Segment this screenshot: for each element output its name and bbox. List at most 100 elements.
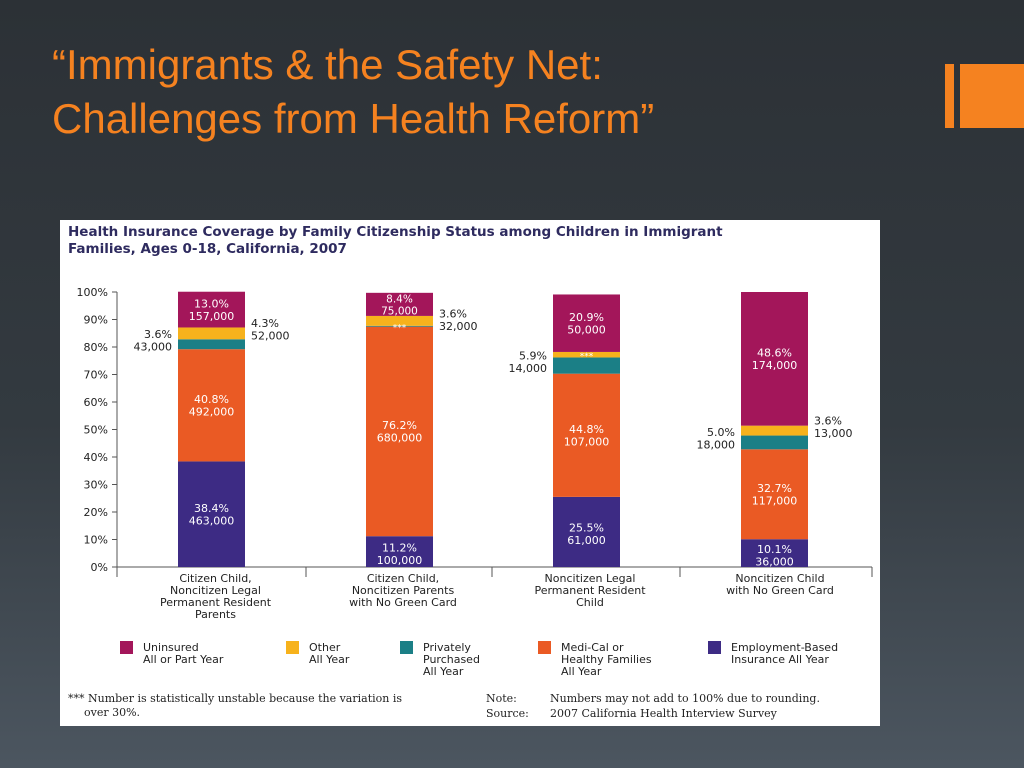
source-text: 2007 California Health Interview Survey bbox=[550, 707, 778, 720]
footnote-line-1: *** Number is statistically unstable bec… bbox=[68, 692, 402, 705]
data-label: 4.3% bbox=[251, 317, 279, 330]
bar-segment bbox=[366, 536, 433, 567]
data-label: 5.0% bbox=[707, 426, 735, 439]
footnote-line-2: over 30%. bbox=[84, 706, 140, 719]
bar-segment bbox=[741, 435, 808, 450]
bar-segment bbox=[178, 349, 245, 462]
y-tick-label: 30% bbox=[84, 479, 108, 492]
bar-segment bbox=[553, 373, 620, 497]
category-label: Permanent Resident bbox=[160, 596, 272, 609]
data-label: 11.2% bbox=[382, 541, 417, 554]
data-label: 100,000 bbox=[377, 554, 423, 567]
bar-segment bbox=[741, 539, 808, 567]
data-label: 61,000 bbox=[567, 534, 606, 547]
bar-segment bbox=[178, 461, 245, 567]
data-label: 76.2% bbox=[382, 419, 417, 432]
bars bbox=[178, 291, 808, 567]
legend-swatch bbox=[708, 641, 721, 654]
bar-segment bbox=[553, 357, 620, 374]
data-label: 10.1% bbox=[757, 543, 792, 556]
bar-segment bbox=[178, 291, 245, 328]
legend-label: Employment-Based bbox=[731, 641, 838, 654]
data-label: *** bbox=[393, 323, 407, 333]
data-label: 107,000 bbox=[564, 435, 610, 448]
category-label: Noncitizen Child bbox=[735, 572, 824, 585]
y-tick-label: 10% bbox=[84, 534, 108, 547]
legend-swatch bbox=[538, 641, 551, 654]
data-label: 463,000 bbox=[189, 514, 235, 527]
slide-title: “Immigrants & the Safety Net: Challenges… bbox=[52, 38, 912, 146]
category-label: Child bbox=[576, 596, 604, 609]
data-label: 36,000 bbox=[755, 555, 794, 568]
decorative-accent-bar bbox=[945, 64, 954, 128]
legend-swatch bbox=[400, 641, 413, 654]
y-tick-label: 40% bbox=[84, 451, 108, 464]
y-tick-label: 20% bbox=[84, 506, 108, 519]
data-label: 52,000 bbox=[251, 330, 290, 343]
bar-segment bbox=[741, 292, 808, 426]
data-label: 8.4% bbox=[386, 294, 413, 306]
y-tick-label: 90% bbox=[84, 314, 108, 327]
data-label: 3.6% bbox=[144, 328, 172, 341]
legend-label: Purchased bbox=[423, 653, 480, 666]
bar-segment bbox=[366, 315, 433, 326]
data-label: 32,000 bbox=[439, 320, 478, 333]
legend-label: Medi-Cal or bbox=[561, 641, 624, 654]
decorative-accent-block bbox=[960, 64, 1024, 128]
data-label: 680,000 bbox=[377, 432, 423, 445]
bar-segment bbox=[741, 449, 808, 540]
x-axis-categories: Citizen Child,Noncitizen LegalPermanent … bbox=[160, 572, 834, 621]
chart-title-line-1: Health Insurance Coverage by Family Citi… bbox=[68, 224, 723, 240]
bar-segment bbox=[366, 325, 433, 327]
category-label: Parents bbox=[195, 608, 236, 621]
data-label: 32.7% bbox=[757, 482, 792, 495]
legend-label: Insurance All Year bbox=[731, 653, 829, 666]
data-label: 18,000 bbox=[697, 439, 736, 452]
legend-swatch bbox=[120, 641, 133, 654]
bar-segment bbox=[178, 327, 245, 340]
data-labels: 38.4%463,00040.8%492,0003.6%43,0004.3%52… bbox=[134, 294, 853, 569]
data-label: 40.8% bbox=[194, 393, 229, 406]
data-label: 43,000 bbox=[134, 340, 173, 353]
note-label: Note: bbox=[486, 692, 517, 705]
data-label: 157,000 bbox=[189, 310, 235, 323]
data-label: 117,000 bbox=[752, 494, 798, 507]
stacked-bar-chart: Health Insurance Coverage by Family Citi… bbox=[68, 224, 873, 720]
data-label: *** bbox=[580, 352, 594, 362]
legend-swatch bbox=[286, 641, 299, 654]
bar-segment bbox=[553, 351, 620, 358]
data-label: 13,000 bbox=[814, 427, 853, 440]
bar-segment bbox=[366, 292, 433, 316]
data-label: 3.6% bbox=[814, 414, 842, 427]
y-tick-label: 100% bbox=[77, 286, 108, 299]
data-label: 25.5% bbox=[569, 522, 604, 535]
y-tick-label: 0% bbox=[91, 561, 108, 574]
data-label: 44.8% bbox=[569, 423, 604, 436]
data-label: 20.9% bbox=[569, 311, 604, 324]
bar-segment bbox=[741, 425, 808, 436]
chart-figure: Health Insurance Coverage by Family Citi… bbox=[60, 220, 880, 726]
y-tick-label: 70% bbox=[84, 369, 108, 382]
legend-label: Privately bbox=[423, 641, 471, 654]
data-label: 13.0% bbox=[194, 297, 229, 310]
bar-segment bbox=[366, 326, 433, 537]
legend-label: All Year bbox=[561, 665, 602, 678]
bar-segment bbox=[553, 294, 620, 352]
data-label: 174,000 bbox=[752, 359, 798, 372]
bar-segment bbox=[553, 496, 620, 567]
data-label: 5.9% bbox=[519, 349, 547, 362]
data-label: 75,000 bbox=[381, 306, 418, 318]
category-label: with No Green Card bbox=[726, 584, 834, 597]
y-tick-label: 80% bbox=[84, 341, 108, 354]
category-label: Noncitizen Parents bbox=[352, 584, 455, 597]
legend-label: Healthy Families bbox=[561, 653, 652, 666]
bar-segment bbox=[178, 339, 245, 350]
category-label: Citizen Child, bbox=[367, 572, 439, 585]
data-label: 50,000 bbox=[567, 323, 606, 336]
legend-label: All Year bbox=[423, 665, 464, 678]
legend-label: All Year bbox=[309, 653, 350, 666]
slide-title-line-1: “Immigrants & the Safety Net: bbox=[52, 41, 603, 88]
category-label: Noncitizen Legal bbox=[170, 584, 261, 597]
category-label: Noncitizen Legal bbox=[545, 572, 636, 585]
